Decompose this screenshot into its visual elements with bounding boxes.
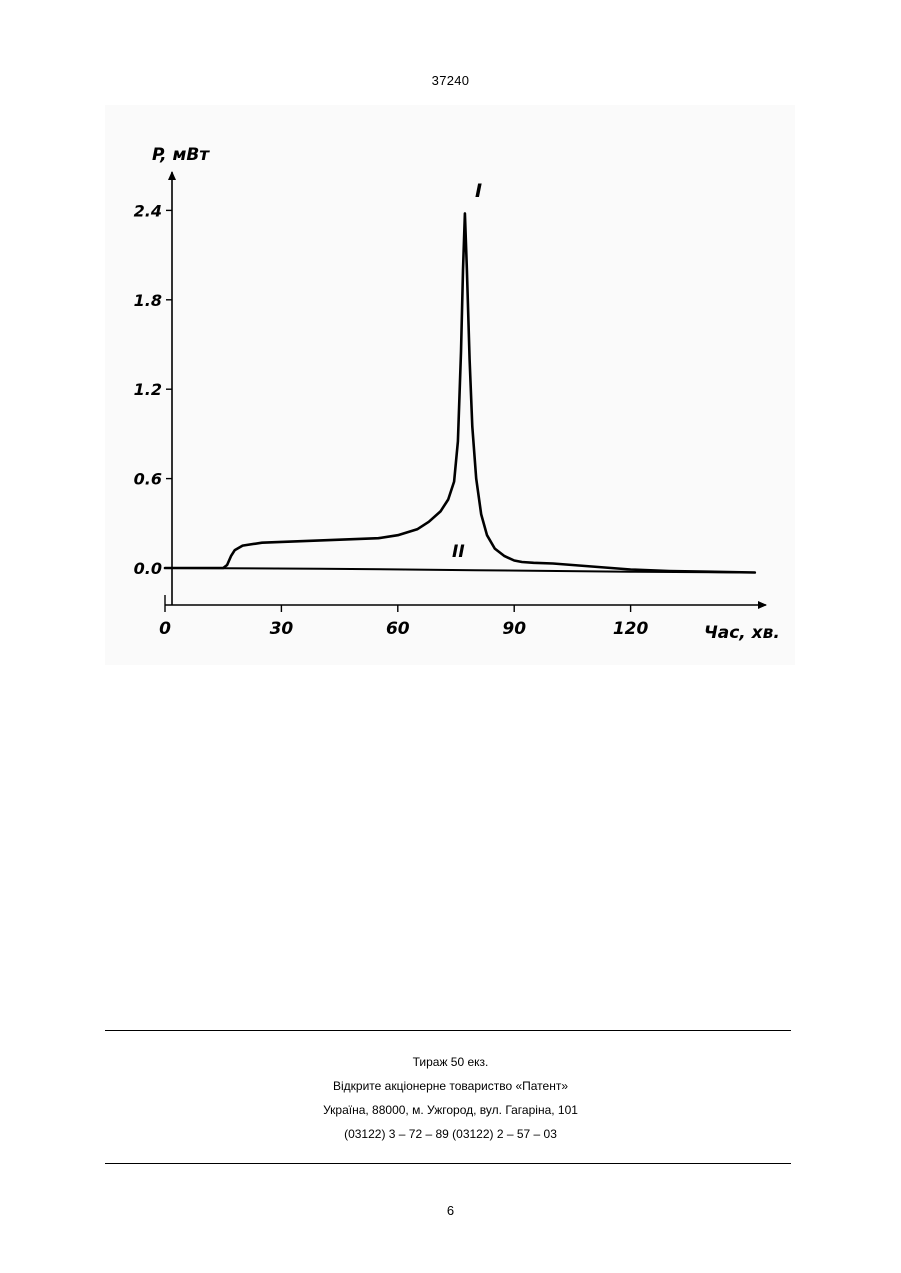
y-tick-group: 0.0 0.6 1.2 1.8 2.4 xyxy=(134,201,172,578)
x-tick-group: 0 30 60 90 120 xyxy=(159,605,648,639)
imprint-circulation: Тираж 50 екз. xyxy=(0,1050,901,1074)
y-tick-label: 1.2 xyxy=(134,380,162,399)
power-time-chart: 0.0 0.6 1.2 1.8 2.4 0 30 60 90 120 P, мВт Час, х… xyxy=(0,0,901,700)
imprint-phones: (03122) 3 – 72 – 89 (03122) 2 – 57 – 03 xyxy=(0,1122,901,1146)
series-line-i xyxy=(165,213,755,572)
x-tick-label: 90 xyxy=(502,619,526,639)
series-group xyxy=(165,213,755,572)
imprint-publisher: Відкрите акціонерне товариство «Патент» xyxy=(0,1074,901,1098)
curve-label-i: I xyxy=(475,180,482,202)
y-tick-label: 2.4 xyxy=(134,201,162,220)
x-tick-label: 0 xyxy=(159,619,171,639)
x-tick-label: 30 xyxy=(270,619,294,639)
x-tick-label: 120 xyxy=(613,619,649,639)
y-tick-label: 0.6 xyxy=(134,470,162,489)
imprint-block: Тираж 50 екз. Відкрите акціонерне товари… xyxy=(0,1050,901,1146)
curve-label-ii: II xyxy=(452,542,465,562)
y-tick-label: 1.8 xyxy=(134,291,162,310)
x-axis-label: Час, хв. xyxy=(704,623,780,643)
page-number: 6 xyxy=(0,1203,901,1218)
imprint-bottom-rule xyxy=(105,1163,791,1164)
y-tick-label: 0.0 xyxy=(134,559,162,578)
imprint-top-rule xyxy=(105,1030,791,1031)
y-axis-label: P, мВт xyxy=(152,145,210,165)
x-tick-label: 60 xyxy=(386,619,410,639)
imprint-address: Україна, 88000, м. Ужгород, вул. Гагарін… xyxy=(0,1098,901,1122)
